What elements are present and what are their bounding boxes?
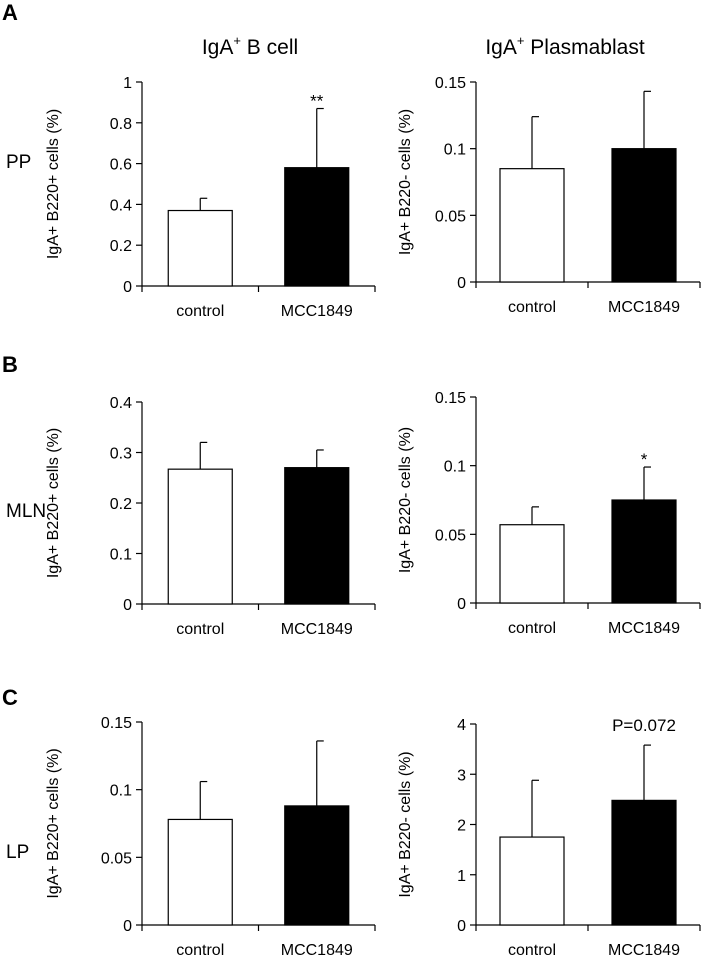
column-title-b-cell-main: IgA [202,36,234,59]
y-tick-label: 0 [457,275,466,292]
y-axis-label: IgA+ B220- cells (%) [397,109,414,255]
bar-control [499,836,565,926]
chart-lp-plasmablast: 0 1 2 3 4 IgA+ B220- cells (%) control MCC1849 P… [397,716,701,958]
y-tick-label: 0.15 [435,390,466,407]
x-tick-label: control [508,299,556,316]
y-tick-label: 0.05 [101,850,132,867]
y-tick-label: 1 [123,75,132,92]
bar-control [499,168,565,283]
significance-annotation: ** [310,92,324,111]
bar-control [499,524,565,604]
y-tick-label: 4 [457,717,466,734]
y-tick-label: 0.15 [435,75,466,92]
y-tick-label: 0.15 [101,715,132,732]
column-title-b-cell: IgA+ B cell [202,33,298,59]
y-tick-label: 2 [457,818,466,835]
y-tick-label: 0 [123,279,132,296]
panel-letter-a: A [2,0,18,25]
panel-letter-c: C [2,685,18,710]
bar-control [167,818,233,926]
column-title-plasmablast-rest: Plasmablast [524,36,644,59]
column-title-plasmablast-sup: + [517,33,525,48]
column-title-b-cell-sup: + [233,33,241,48]
bar-control [167,209,233,287]
y-tick-label: 0.6 [110,157,132,174]
panel-letter-b: B [2,352,18,377]
x-tick-label: control [508,942,556,958]
y-axis-label: IgA+ B220- cells (%) [397,427,414,573]
y-tick-label: 0.05 [435,527,466,544]
x-tick-label: MCC1849 [608,942,680,958]
chart-pp-b-cell: 0 0.2 0.4 0.6 0.8 1 IgA+ B220+ cells (%) contro… [45,75,376,320]
y-axis-label: IgA+ B220+ cells (%) [45,748,62,898]
x-tick-label: control [176,621,224,638]
chart-mln-b-cell: 0 0.1 0.2 0.3 0.4 IgA+ B220+ cells (%) control… [45,395,376,638]
significance-annotation: P=0.072 [612,716,676,735]
x-tick-label: MCC1849 [281,621,353,638]
chart-pp-plasmablast: 0 0.05 0.1 0.15 IgA+ B220- cells (%) control M… [397,75,701,316]
y-tick-label: 0.05 [435,208,466,225]
x-tick-label: MCC1849 [281,942,353,958]
y-tick-label: 0.1 [444,142,466,159]
bar-mcc1849 [284,467,350,605]
bar-control [167,468,233,605]
y-tick-label: 0.1 [110,547,132,564]
column-title-plasmablast: IgA+ Plasmablast [485,33,645,59]
x-tick-label: control [176,303,224,320]
y-tick-label: 0.2 [110,496,132,513]
y-tick-label: 0.4 [110,197,132,214]
x-tick-label: control [176,942,224,958]
bar-mcc1849 [611,799,677,926]
row-label-lp: LP [6,842,29,863]
y-tick-label: 0.1 [444,459,466,476]
bar-mcc1849 [284,167,350,287]
y-tick-label: 0 [123,597,132,614]
chart-mln-plasmablast: 0 0.05 0.1 0.15 IgA+ B220- cells (%) control M… [397,390,701,637]
y-axis-label: IgA+ B220- cells (%) [397,751,414,897]
x-tick-label: MCC1849 [608,299,680,316]
x-tick-label: MCC1849 [608,620,680,637]
y-tick-label: 0.3 [110,446,132,463]
y-tick-label: 0.1 [110,783,132,800]
row-label-mln: MLN [6,501,46,522]
bar-mcc1849 [611,499,677,604]
column-title-plasmablast-main: IgA [485,36,517,59]
y-tick-label: 3 [457,767,466,784]
y-axis-label: IgA+ B220+ cells (%) [45,109,62,259]
y-tick-label: 0.8 [110,116,132,133]
chart-lp-b-cell: 0 0.05 0.1 0.15 IgA+ B220+ cells (%) control M… [45,715,376,958]
bar-mcc1849 [284,805,350,926]
y-tick-label: 0 [457,596,466,613]
significance-annotation: * [641,450,648,469]
y-tick-label: 0.2 [110,238,132,255]
bar-mcc1849 [611,148,677,283]
x-tick-label: control [508,620,556,637]
x-tick-label: MCC1849 [281,303,353,320]
y-tick-label: 1 [457,868,466,885]
y-tick-label: 0 [457,918,466,935]
y-axis-label: IgA+ B220+ cells (%) [45,428,62,578]
column-title-b-cell-rest: B cell [241,36,298,59]
y-tick-label: 0 [123,918,132,935]
row-label-pp: PP [6,152,31,173]
y-tick-label: 0.4 [110,395,132,412]
